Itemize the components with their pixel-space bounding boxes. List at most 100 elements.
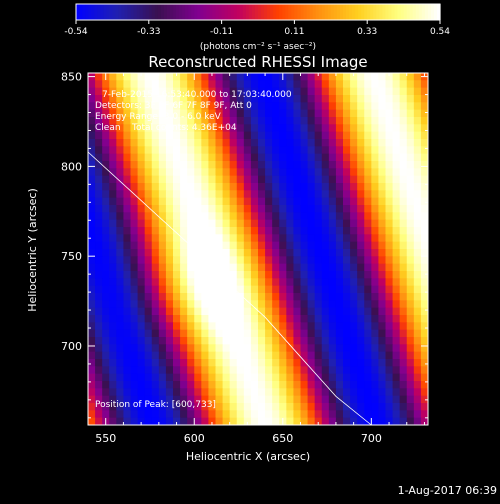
heatmap-cell [130,373,139,382]
heatmap-cell [378,190,386,199]
heatmap-cell [420,417,429,426]
heatmap-cell [173,117,181,125]
heatmap-cell [343,403,351,411]
heatmap-cell [243,249,252,257]
heatmap-cell [265,359,273,367]
heatmap-cell [272,146,280,155]
heatmap-cell [165,249,174,257]
heatmap-cell [413,161,422,169]
heatmap-cell [222,73,231,81]
heatmap-cell [215,219,224,228]
heatmap-cell [144,278,153,287]
heatmap-cell [109,395,117,404]
heatmap-cell [321,293,330,301]
heatmap-cell [95,417,103,426]
heatmap-cell [173,241,181,250]
heatmap-cell [258,351,266,360]
heatmap-cell [420,344,429,353]
heatmap-cell [399,183,408,191]
heatmap-cell [300,168,309,177]
heatmap-cell [335,351,344,360]
heatmap-cell [321,256,330,265]
heatmap-cell [399,329,408,338]
date-stamp: 1-Aug-2017 06:39 [398,484,497,497]
heatmap-cell [328,175,337,184]
heatmap-cell [272,293,280,301]
heatmap-cell [420,109,429,118]
heatmap-cell [180,227,188,235]
heatmap-cell [137,417,146,426]
heatmap-cell [385,263,394,272]
heatmap-cell [102,344,110,353]
heatmap-cell [123,381,131,389]
heatmap-cell [158,212,167,221]
heatmap-cell [123,87,131,96]
heatmap-cell [201,337,209,345]
heatmap-cell [321,329,330,338]
heatmap-cell [95,381,103,389]
heatmap-cell [208,175,216,184]
heatmap-cell [144,219,153,228]
colorbar-cell [276,4,280,20]
colorbar-cell [345,4,350,20]
heatmap-cell [243,322,252,331]
heatmap-cell [88,388,96,397]
heatmap-cell [385,381,394,389]
heatmap-cell [300,351,309,360]
heatmap-cell [371,95,379,103]
colorbar-cell [127,4,132,20]
heatmap-cell [258,197,266,206]
heatmap-cell [314,256,323,265]
heatmap-cell [335,95,344,103]
heatmap-cell [371,249,379,257]
heatmap-cell [144,249,153,257]
heatmap-cell [130,146,139,155]
heatmap-cell [229,388,238,397]
heatmap-cell [180,241,188,250]
heatmap-cell [314,227,323,235]
heatmap-cell [158,183,167,191]
heatmap-cell [350,293,358,301]
heatmap-cell [102,293,110,301]
heatmap-cell [187,249,195,257]
heatmap-cell [222,146,231,155]
colorbar-tick-label: 0.11 [284,27,304,37]
heatmap-cell [151,205,160,213]
heatmap-cell [137,234,146,243]
heatmap-cell [350,395,358,404]
heatmap-cell [413,403,422,411]
heatmap-cell [144,95,153,103]
heatmap-cell [236,395,245,404]
heatmap-cell [250,300,259,309]
heatmap-cell [378,109,386,118]
heatmap-cell [406,241,415,250]
heatmap-cell [95,227,103,235]
heatmap-cell [201,263,209,272]
heatmap-cell [137,73,146,81]
heatmap-cell [265,190,273,199]
heatmap-cell [343,227,351,235]
heatmap-cell [272,322,280,331]
heatmap-cell [321,183,330,191]
heatmap-cell [144,153,153,162]
heatmap-cell [144,102,153,111]
heatmap-cell [151,315,160,323]
heatmap-cell [314,271,323,279]
heatmap-cell [321,351,330,360]
heatmap-cell [371,146,379,155]
heatmap-cell [335,161,344,169]
heatmap-cell [180,417,188,426]
heatmap-cell [420,315,429,323]
heatmap-cell [300,322,309,331]
heatmap-cell [109,219,117,228]
heatmap-cell [88,175,96,184]
heatmap-cell [335,263,344,272]
heatmap-cell [406,271,415,279]
heatmap-cell [236,175,245,184]
heatmap-cell [144,227,153,235]
heatmap-cell [272,307,280,316]
heatmap-cell [392,410,401,419]
heatmap-cell [343,329,351,338]
heatmap-cell [371,227,379,235]
heatmap-cell [420,139,429,147]
